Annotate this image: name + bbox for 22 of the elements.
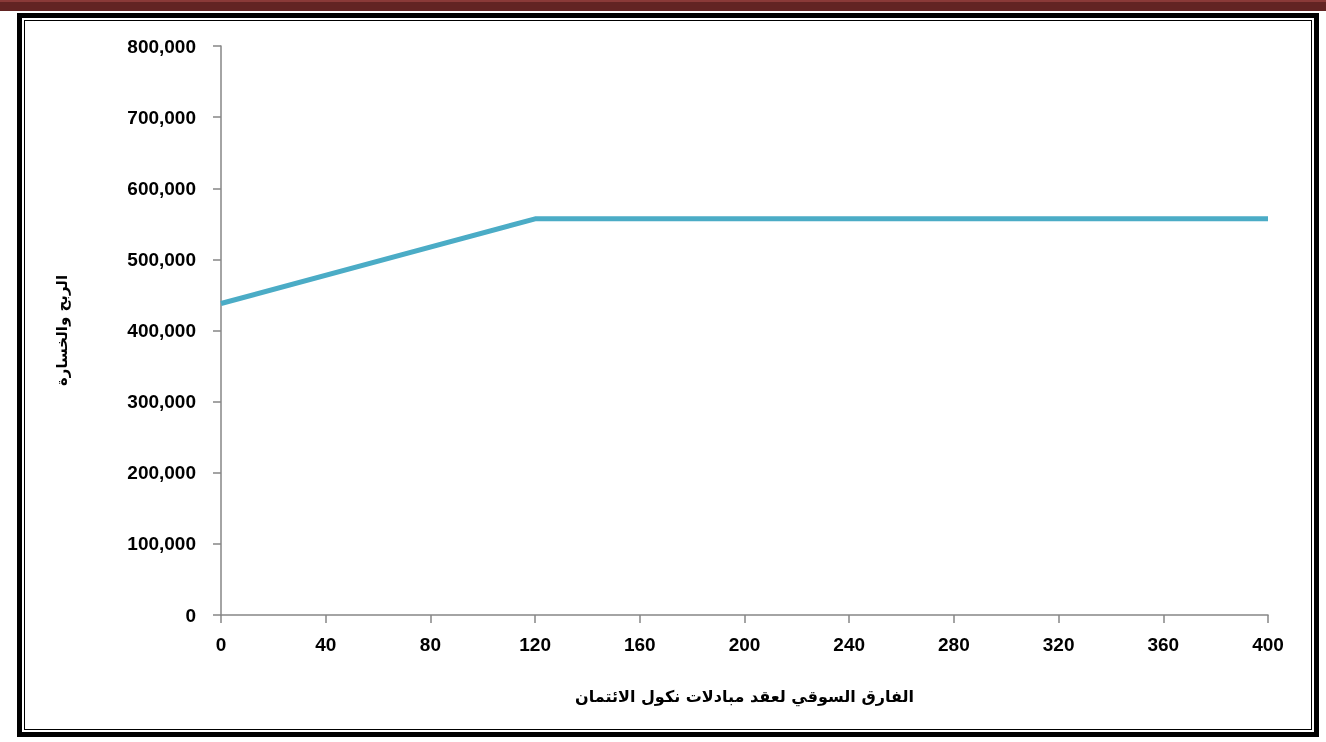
x-tick-label: 240: [833, 634, 866, 655]
y-tick-label: 800,000: [127, 35, 196, 57]
x-tick-label: 320: [1042, 634, 1075, 655]
y-axis-title: الربح والخسارة: [52, 274, 71, 387]
x-tick-label: 200: [728, 634, 761, 655]
x-tick-label: 80: [419, 634, 441, 655]
y-tick-label: 500,000: [127, 248, 196, 270]
x-tick-label: 280: [938, 634, 970, 655]
y-tick-label: 0: [185, 604, 196, 626]
x-tick-label: 160: [623, 634, 656, 655]
x-tick-label: 400: [1252, 634, 1284, 655]
x-tick-label: 120: [519, 634, 551, 655]
y-tick-label: 200,000: [127, 462, 196, 484]
y-tick-label: 300,000: [127, 391, 196, 413]
x-tick-label: 360: [1147, 634, 1180, 655]
y-tick-label: 400,000: [127, 320, 196, 341]
x-tick-label: 0: [215, 634, 227, 655]
y-tick-label: 600,000: [127, 177, 196, 199]
y-tick-label: 700,000: [127, 106, 196, 128]
x-tick-label: 40: [315, 634, 337, 655]
y-tick-label: 100,000: [127, 533, 196, 555]
x-axis-title: الفارق السوقي لعقد مبادلات نكول الائتمان: [575, 686, 914, 707]
